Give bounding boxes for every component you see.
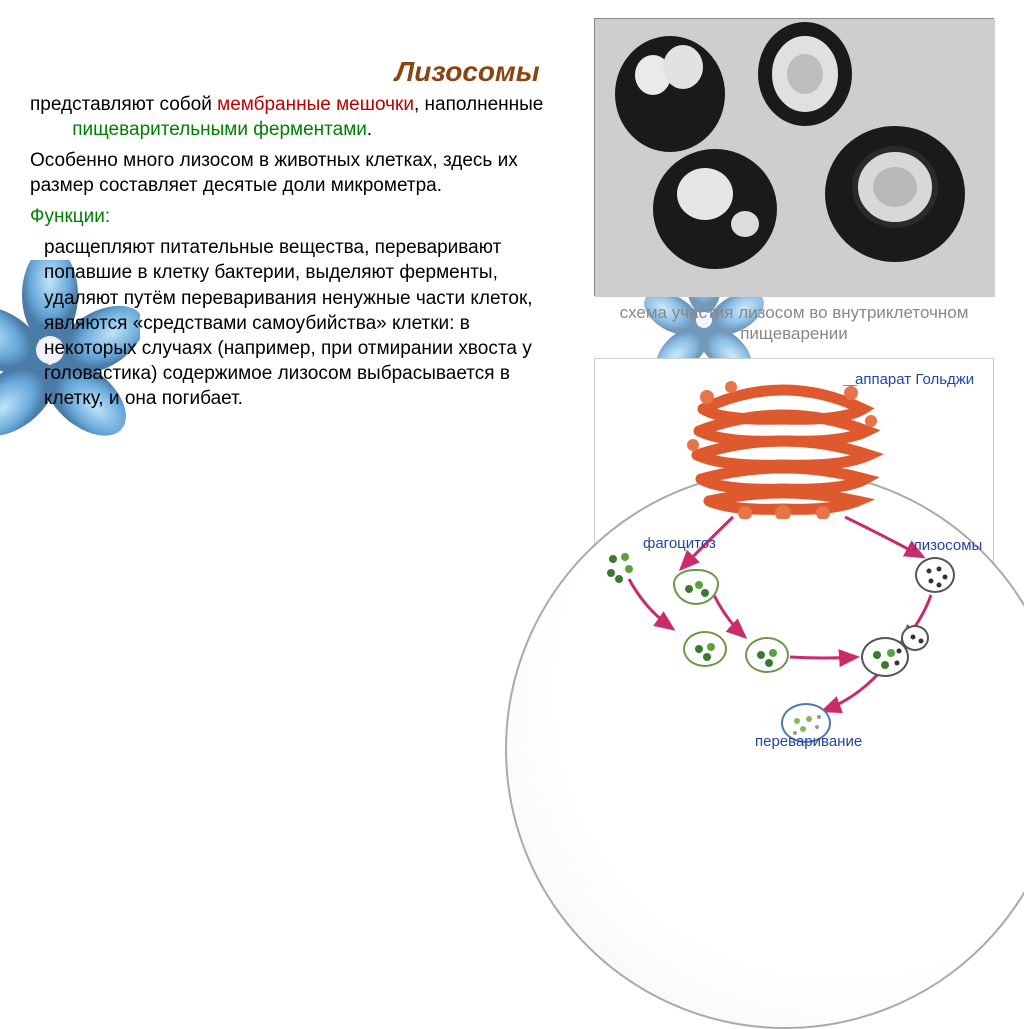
- functions-label: Функции:: [30, 204, 560, 229]
- page-title: Лизосомы: [395, 56, 540, 88]
- text-content: представляют собой мембранные мешочки, н…: [30, 92, 560, 415]
- phagosome-closed: [683, 631, 727, 667]
- paragraph-functions: расщепляют питательные вещества, перевар…: [30, 235, 560, 411]
- lysosome-fusing: [901, 625, 929, 651]
- phagosome-2: [745, 637, 789, 673]
- paragraph-context: Особенно много лизосом в животных клетка…: [30, 148, 560, 198]
- label-digestion-text: переваривание: [755, 733, 862, 750]
- def-red: мембранные мешочки: [217, 94, 414, 115]
- particles-outside: [603, 549, 643, 589]
- paragraph-definition: представляют собой мембранные мешочки, н…: [30, 92, 560, 142]
- label-phagocytosis: фагоцитоз: [643, 535, 716, 552]
- label-lysosomes: лизосомы: [913, 537, 982, 554]
- def-green: пищеварительными ферментами: [72, 119, 367, 140]
- label-digestion: переваривание: [755, 733, 862, 750]
- electron-micrograph: [594, 18, 994, 296]
- def-lead: представляют собой: [30, 94, 217, 115]
- def-mid: , наполненные: [414, 94, 543, 115]
- lysosome-1: [915, 557, 955, 593]
- def-end: .: [367, 119, 372, 140]
- phagocytic-vesicle-open: [673, 569, 719, 605]
- lysosome-diagram: аппарат Гольджи: [594, 358, 994, 750]
- diagram-arrows: [595, 359, 995, 751]
- diagram-caption: схема участия лизосом во внутриклеточном…: [594, 302, 994, 345]
